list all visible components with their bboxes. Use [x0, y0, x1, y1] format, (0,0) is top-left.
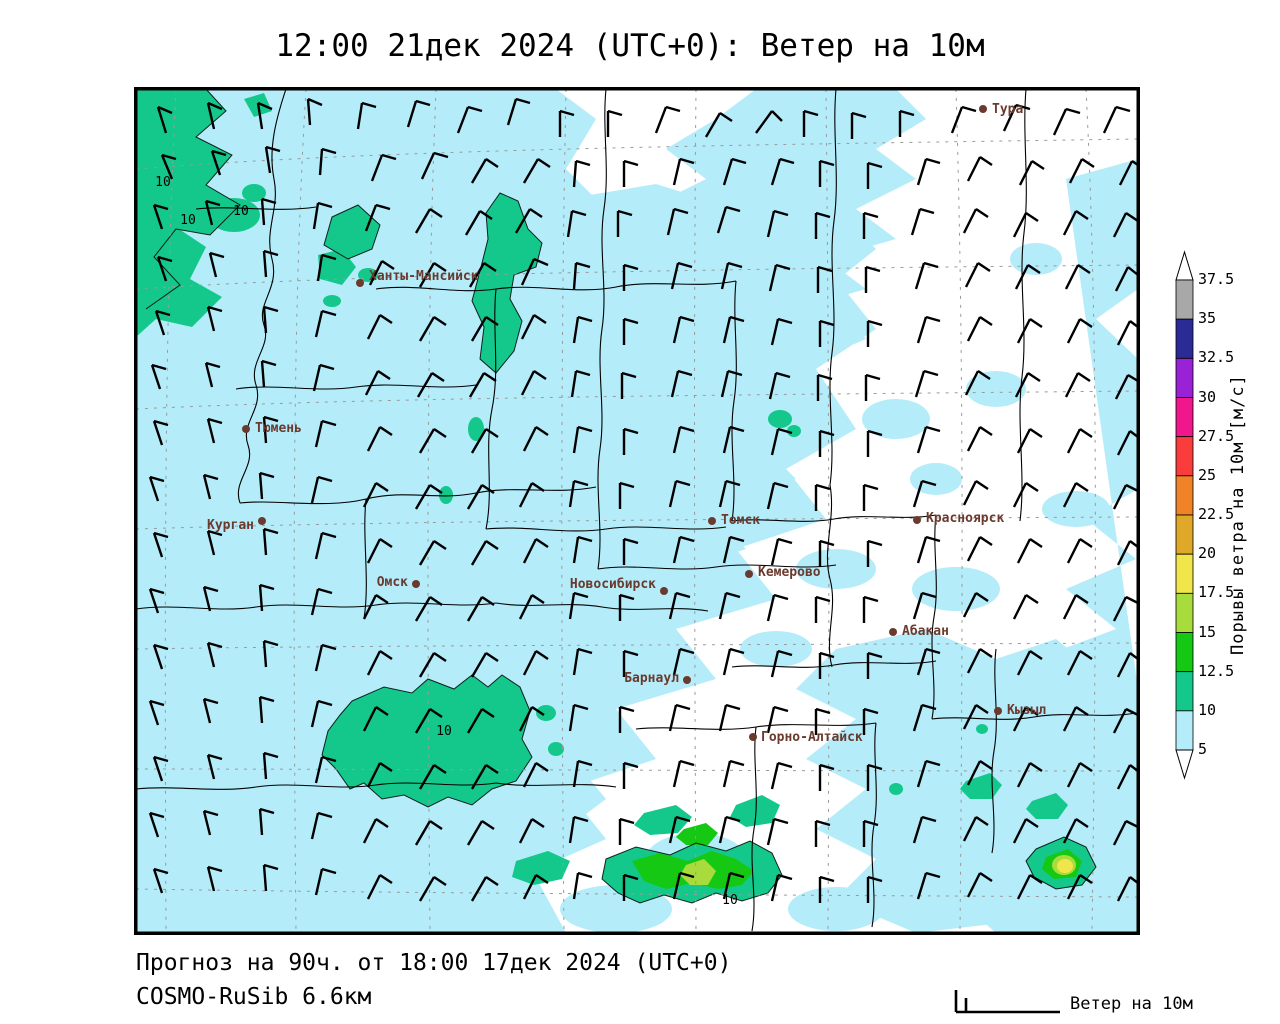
- speed-band-17.5-20: [1057, 859, 1073, 873]
- city-marker[interactable]: [258, 517, 266, 525]
- city-label: Кызыл: [1007, 703, 1046, 718]
- city-label: Горно-Алтайск: [761, 730, 863, 745]
- colorbar-tick-label: 25: [1198, 465, 1217, 484]
- city-markers: Тура Ханты-Мансийск Тюмень Курган Омск Новоси…: [207, 102, 1046, 745]
- map-canvas[interactable]: 10 10 10 10 10 Тура Ханты-Мансийск Тюмень Курга…: [134, 87, 1140, 935]
- city-marker[interactable]: [412, 580, 420, 588]
- model-name-line: COSMO-RuSib 6.6км: [136, 984, 372, 1010]
- colorbar-tick-label: 27.5: [1198, 426, 1235, 445]
- city-marker[interactable]: [356, 279, 364, 287]
- colorbar-tick-label: 30: [1198, 387, 1217, 406]
- colorbar-tick-label: 12.5: [1198, 661, 1235, 680]
- colorbar-tick-label: 22.5: [1198, 505, 1235, 523]
- city-marker[interactable]: [913, 516, 921, 524]
- city-label: Абакан: [902, 624, 949, 639]
- colorbar-over-arrow: [1175, 250, 1194, 281]
- colorbar-band[interactable]: [1175, 553, 1194, 594]
- colorbar-tick-label: 15: [1198, 622, 1217, 641]
- contour-label: 10: [233, 204, 249, 219]
- colorbar-tick-label: 20: [1198, 544, 1217, 563]
- wind-barb-legend-icon: [954, 990, 1060, 1014]
- page-title: 12:00 21дек 2024 (UTC+0): Ветер на 10м: [275, 28, 985, 64]
- city-label: Новосибирск: [570, 577, 656, 592]
- wind-barbs: [148, 97, 1138, 903]
- city-label: Омск: [377, 575, 408, 590]
- map-border: [136, 89, 1138, 933]
- colorbar-band[interactable]: [1175, 397, 1194, 438]
- city-label: Курган: [207, 518, 254, 533]
- isotach-contours: [136, 89, 1097, 904]
- forecast-info-line: Прогноз на 90ч. от 18:00 17дек 2024 (UTC…: [136, 950, 732, 976]
- city-marker[interactable]: [994, 707, 1002, 715]
- colorbar-band[interactable]: [1175, 357, 1194, 398]
- contour-label: 10: [722, 893, 738, 908]
- city-label: Барнаул: [624, 671, 679, 686]
- colorbar-svg: [1175, 250, 1194, 780]
- region-boundaries: [136, 89, 1137, 932]
- colorbar-band[interactable]: [1175, 318, 1194, 359]
- contour-labels: 10 10 10 10 10: [155, 175, 738, 908]
- colorbar-under-arrow: [1175, 749, 1194, 780]
- city-label: Тура: [992, 102, 1023, 117]
- colorbar-band[interactable]: [1175, 279, 1194, 320]
- colorbar-tick-label: 10: [1198, 700, 1217, 719]
- colorbar-band[interactable]: [1175, 632, 1194, 673]
- lat-lon-grid: [136, 89, 1138, 933]
- city-marker[interactable]: [660, 587, 668, 595]
- contour-label: 10: [155, 175, 171, 190]
- colorbar-band[interactable]: [1175, 592, 1194, 633]
- contour-label: 10: [436, 724, 452, 739]
- city-marker[interactable]: [889, 628, 897, 636]
- city-label: Красноярск: [926, 511, 1004, 526]
- city-label: Ханты-Мансийск: [369, 269, 479, 284]
- city-marker[interactable]: [749, 733, 757, 741]
- city-label: Тюмень: [255, 421, 302, 436]
- city-marker[interactable]: [979, 105, 987, 113]
- city-marker[interactable]: [708, 517, 716, 525]
- colorbar-band[interactable]: [1175, 671, 1194, 712]
- colorbar-tick-label: 17.5: [1198, 583, 1235, 602]
- city-label: Томск: [721, 513, 760, 528]
- colorbar-tick-label: 5: [1198, 740, 1208, 758]
- city-marker[interactable]: [242, 425, 250, 433]
- colorbar-band[interactable]: [1175, 514, 1194, 555]
- wind-barb-legend-label: Ветер на 10м: [1070, 994, 1193, 1014]
- colorbar-tick-label: 35: [1198, 309, 1217, 328]
- city-marker[interactable]: [683, 676, 691, 684]
- city-marker[interactable]: [745, 570, 753, 578]
- contour-label: 10: [180, 213, 196, 228]
- colorbar-band[interactable]: [1175, 475, 1194, 516]
- colorbar-band[interactable]: [1175, 710, 1194, 751]
- speed-band-5-10-patches: [476, 208, 1130, 933]
- colorbar-band[interactable]: [1175, 436, 1194, 477]
- city-label: Кемерово: [758, 565, 821, 580]
- colorbar[interactable]: [1168, 250, 1208, 790]
- colorbar-tick-label: 37.5: [1198, 270, 1235, 288]
- map-svg: 10 10 10 10 10 Тура Ханты-Мансийск Тюмень Курга…: [136, 89, 1138, 933]
- colorbar-tick-label: 32.5: [1198, 348, 1235, 367]
